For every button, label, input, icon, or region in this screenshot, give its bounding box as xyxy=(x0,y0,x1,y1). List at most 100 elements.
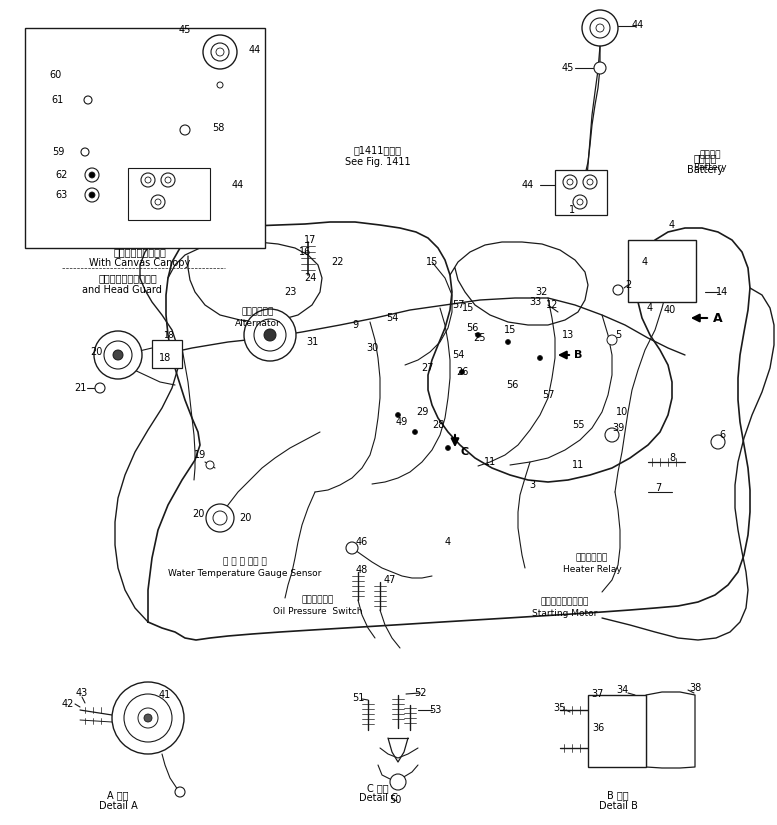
Circle shape xyxy=(161,173,175,187)
Text: Water Temperature Gauge Sensor: Water Temperature Gauge Sensor xyxy=(169,569,322,578)
Text: 55: 55 xyxy=(572,420,584,430)
Circle shape xyxy=(94,331,142,379)
Text: Heater Relay: Heater Relay xyxy=(563,565,622,574)
Text: 21: 21 xyxy=(74,383,86,393)
Text: A 詳細: A 詳細 xyxy=(107,790,129,800)
Circle shape xyxy=(567,179,573,185)
Circle shape xyxy=(506,340,510,345)
Text: 22: 22 xyxy=(332,257,344,267)
Text: 18: 18 xyxy=(162,331,173,340)
Text: 50: 50 xyxy=(388,795,401,805)
Circle shape xyxy=(596,24,604,32)
Circle shape xyxy=(138,708,158,728)
Text: 5: 5 xyxy=(615,330,621,340)
Text: 23: 23 xyxy=(284,287,296,297)
Circle shape xyxy=(85,168,99,182)
Circle shape xyxy=(104,341,132,369)
Text: 37: 37 xyxy=(592,689,605,699)
Circle shape xyxy=(151,195,165,209)
Text: 27: 27 xyxy=(422,363,434,373)
Circle shape xyxy=(582,10,618,46)
Text: スターティングモタ: スターティングモタ xyxy=(541,597,589,606)
Text: 2: 2 xyxy=(625,280,631,290)
Text: 9: 9 xyxy=(352,320,358,330)
Text: 15: 15 xyxy=(503,325,516,335)
Circle shape xyxy=(113,350,123,360)
Text: 15: 15 xyxy=(462,303,474,313)
Text: 44: 44 xyxy=(232,180,244,190)
Text: 58: 58 xyxy=(212,123,225,133)
Circle shape xyxy=(254,319,286,351)
Text: およびヘッドガード付: およびヘッドガード付 xyxy=(99,273,158,283)
Text: 13: 13 xyxy=(562,330,574,340)
Text: 18: 18 xyxy=(159,353,171,363)
Circle shape xyxy=(211,43,229,61)
Text: and Head Guard: and Head Guard xyxy=(82,285,162,295)
Text: 36: 36 xyxy=(592,723,605,733)
Circle shape xyxy=(445,446,451,450)
Text: C 詳細: C 詳細 xyxy=(368,783,388,793)
Text: 14: 14 xyxy=(716,287,728,297)
Text: Starting Motor: Starting Motor xyxy=(532,610,598,619)
Text: 60: 60 xyxy=(49,70,61,80)
Bar xyxy=(555,170,607,215)
Text: 33: 33 xyxy=(529,297,541,307)
Circle shape xyxy=(145,177,151,183)
Text: 45: 45 xyxy=(179,25,191,35)
Text: A: A xyxy=(713,312,723,324)
Text: 30: 30 xyxy=(366,343,378,353)
Text: キャンバスキャノピ: キャンバスキャノピ xyxy=(113,247,166,257)
Text: 35: 35 xyxy=(554,703,566,713)
Circle shape xyxy=(124,694,172,742)
Text: 4: 4 xyxy=(647,303,653,313)
Circle shape xyxy=(395,412,400,417)
Text: Battery: Battery xyxy=(687,165,723,175)
Text: 40: 40 xyxy=(664,305,676,315)
Text: 24: 24 xyxy=(304,273,316,283)
Text: 6: 6 xyxy=(719,430,725,440)
Text: 45: 45 xyxy=(562,63,574,73)
Text: 34: 34 xyxy=(616,685,628,695)
Circle shape xyxy=(95,383,105,393)
Text: Detail C: Detail C xyxy=(358,793,398,803)
Circle shape xyxy=(155,199,161,205)
Text: 第1411図参照: 第1411図参照 xyxy=(354,145,402,155)
Circle shape xyxy=(607,335,617,345)
Circle shape xyxy=(390,774,406,790)
Circle shape xyxy=(180,125,190,135)
Text: Detail B: Detail B xyxy=(598,801,637,811)
Circle shape xyxy=(141,173,155,187)
Text: See Fig. 1411: See Fig. 1411 xyxy=(345,157,411,167)
Circle shape xyxy=(144,714,152,722)
Text: 15: 15 xyxy=(426,257,438,267)
Circle shape xyxy=(264,329,276,341)
Text: 57: 57 xyxy=(542,390,554,400)
Circle shape xyxy=(217,82,223,88)
Text: 20: 20 xyxy=(239,513,251,523)
Text: 28: 28 xyxy=(432,420,444,430)
Text: B 詳細: B 詳細 xyxy=(607,790,629,800)
Circle shape xyxy=(81,148,89,156)
Text: 7: 7 xyxy=(655,483,661,493)
Text: Oil Pressure  Switch: Oil Pressure Switch xyxy=(274,607,363,616)
Text: 49: 49 xyxy=(395,417,408,427)
Text: 39: 39 xyxy=(611,423,624,433)
Circle shape xyxy=(613,285,623,295)
Text: 26: 26 xyxy=(456,367,469,377)
Text: Battery: Battery xyxy=(693,163,726,172)
Text: 3: 3 xyxy=(529,480,535,490)
Circle shape xyxy=(203,35,237,69)
Text: 20: 20 xyxy=(192,509,204,519)
Text: 水 温 計 セン サ: 水 温 計 セン サ xyxy=(223,558,267,567)
Circle shape xyxy=(165,177,171,183)
Circle shape xyxy=(590,18,610,38)
Bar xyxy=(152,340,182,368)
Text: 11: 11 xyxy=(484,457,497,467)
Text: 25: 25 xyxy=(474,333,486,343)
Text: 44: 44 xyxy=(249,45,261,55)
Text: 4: 4 xyxy=(642,257,648,267)
Circle shape xyxy=(583,175,597,189)
Text: 31: 31 xyxy=(306,337,318,347)
Text: 17: 17 xyxy=(304,235,316,245)
Text: 47: 47 xyxy=(384,575,396,585)
